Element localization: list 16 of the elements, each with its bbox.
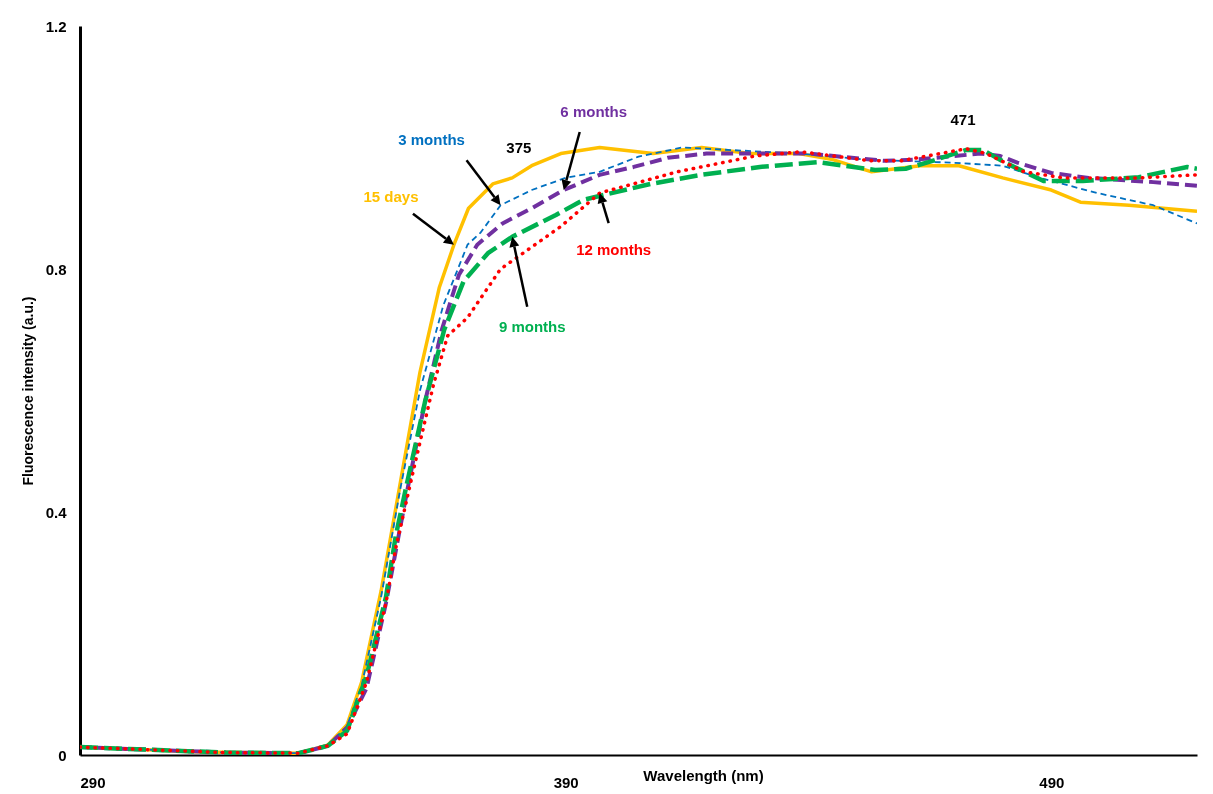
y-tick-label: 1.2 [45,17,67,35]
y-axis-title: Fluorescence intensity (a.u.) [19,296,36,486]
text: 3 months [398,131,465,149]
text: 6 months [560,103,628,121]
x-tick-label: 290 [80,773,106,791]
annotation: 471 [950,110,976,128]
text: 15 days [363,187,419,205]
annotation: 375 [506,138,532,156]
series-label: 12 months [576,241,652,259]
y-tick-label: 0 [58,746,67,764]
x-tick-label: 490 [1039,773,1065,791]
y-tick-label: 0.4 [45,503,68,521]
text: 9 months [498,317,566,335]
x-tick-label: 390 [553,773,579,791]
y-tick-label: 0.8 [45,260,67,278]
x-axis-title: Wavelength (nm) [643,766,764,784]
